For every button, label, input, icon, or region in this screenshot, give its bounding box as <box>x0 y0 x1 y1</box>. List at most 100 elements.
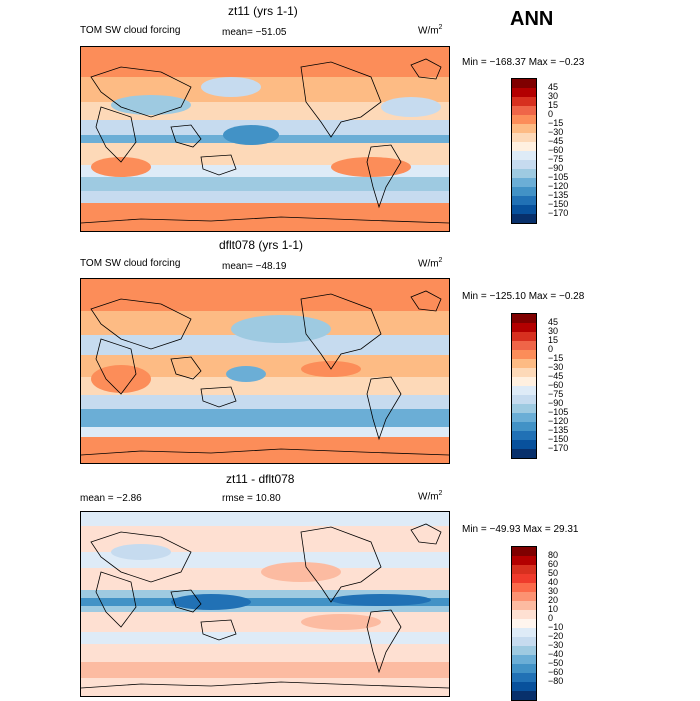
colorbar-tick-label: −80 <box>548 676 564 686</box>
colorbar-tick-label: −75 <box>548 389 564 399</box>
colorbar-swatch <box>512 124 536 133</box>
colorbar-tick-label: −75 <box>548 154 564 164</box>
colorbar-swatch <box>512 368 536 377</box>
colorbar-tick-label: −15 <box>548 353 564 363</box>
colorbar-swatch <box>512 547 536 556</box>
panel-1-units: W/m2 <box>418 24 443 37</box>
colorbar-swatch <box>512 332 536 341</box>
colorbar-tick-label: 60 <box>548 559 559 569</box>
colorbar-tick-label: 15 <box>548 335 559 345</box>
panel-3-map <box>80 511 450 697</box>
colorbar-swatch <box>512 583 536 592</box>
panel-2-mean: mean= −48.19 <box>222 261 287 272</box>
colorbar-swatch <box>512 646 536 655</box>
colorbar-swatch <box>512 350 536 359</box>
panel-1-mean: mean= −51.05 <box>222 27 287 38</box>
panel-1-title: zt11 (yrs 1-1) <box>228 4 298 18</box>
colorbar-tick-label: −30 <box>548 127 564 137</box>
colorbar-swatch <box>512 79 536 88</box>
colorbar-tick-label: −105 <box>548 407 569 417</box>
colorbar-swatch <box>512 314 536 323</box>
panel-2-colorbar: 45 30 15 0 −15 −30 −45 −60 −75 −90 −105 −120 −135 −15… <box>511 313 568 459</box>
colorbar-swatch <box>512 655 536 664</box>
panel-2-title: dflt078 (yrs 1-1) <box>219 238 304 252</box>
colorbar-tick-label: 30 <box>548 91 559 101</box>
colorbar-tick-label: −60 <box>548 667 564 677</box>
colorbar-swatch <box>512 422 536 431</box>
colorbar-swatch <box>512 115 536 124</box>
colorbar-swatch <box>512 619 536 628</box>
colorbar-tick-label: −90 <box>548 398 564 408</box>
colorbar-tick-label: −10 <box>548 622 564 632</box>
panel-1-map <box>80 46 450 232</box>
colorbar-swatch <box>512 187 536 196</box>
colorbar-swatch <box>512 377 536 386</box>
colorbar-tick-label: 40 <box>548 577 559 587</box>
colorbar-swatch <box>512 133 536 142</box>
colorbar-tick-label: −30 <box>548 640 564 650</box>
panel-3-title: zt11 - dflt078 <box>226 472 295 486</box>
colorbar-tick-label: 30 <box>548 326 559 336</box>
colorbar-tick-label: 45 <box>548 82 559 92</box>
colorbar-tick-label: −120 <box>548 416 569 426</box>
colorbar-swatch <box>512 151 536 160</box>
colorbar-swatch <box>512 610 536 619</box>
colorbar-swatch <box>512 395 536 404</box>
colorbar-swatch <box>512 413 536 422</box>
colorbar-swatch <box>512 196 536 205</box>
colorbar-swatch <box>512 664 536 673</box>
panel-1-minmax: Min = −168.37 Max = −0.23 <box>462 57 585 68</box>
colorbar-tick-label: 45 <box>548 317 559 327</box>
colorbar-tick-label: 15 <box>548 100 559 110</box>
colorbar-tick-label: −135 <box>548 425 569 435</box>
season-label: ANN <box>510 8 554 30</box>
colorbar-swatch <box>512 440 536 449</box>
colorbar-tick-label: −60 <box>548 145 564 155</box>
colorbar-swatch <box>512 431 536 440</box>
colorbar-swatch <box>512 449 536 458</box>
panel-2-variable: TOM SW cloud forcing <box>80 258 181 269</box>
panel-1-variable: TOM SW cloud forcing <box>80 25 181 36</box>
panel-3-colorbar: 80 60 50 40 30 20 10 0 −10 −20 −30 −40 −50 −60 −80 <box>511 546 563 701</box>
colorbar-tick-label: −90 <box>548 163 564 173</box>
colorbar-tick-label: −50 <box>548 658 564 668</box>
colorbar-tick-label: 30 <box>548 586 559 596</box>
colorbar-tick-label: −105 <box>548 172 569 182</box>
colorbar-swatch <box>512 359 536 368</box>
colorbar-tick-label: 50 <box>548 568 559 578</box>
colorbar-swatch <box>512 106 536 115</box>
colorbar-swatch <box>512 142 536 151</box>
colorbar-tick-label: −170 <box>548 443 569 453</box>
colorbar-tick-label: −30 <box>548 362 564 372</box>
colorbar-swatch <box>512 341 536 350</box>
colorbar-swatch <box>512 637 536 646</box>
colorbar-tick-label: 10 <box>548 604 559 614</box>
colorbar-swatch <box>512 323 536 332</box>
colorbar-tick-label: −170 <box>548 208 569 218</box>
colorbar-swatch <box>512 628 536 637</box>
colorbar-tick-label: −150 <box>548 199 569 209</box>
colorbar-tick-label: −120 <box>548 181 569 191</box>
panel-2-units: W/m2 <box>418 257 443 270</box>
colorbar-swatch <box>512 214 536 223</box>
colorbar-swatch <box>512 565 536 574</box>
colorbar-tick-label: −45 <box>548 136 564 146</box>
panel-3-mean: mean = −2.86 <box>80 493 142 504</box>
colorbar-tick-label: −45 <box>548 371 564 381</box>
colorbar-swatch <box>512 673 536 682</box>
colorbar-swatch <box>512 205 536 214</box>
colorbar-swatch <box>512 574 536 583</box>
colorbar-tick-label: −60 <box>548 380 564 390</box>
colorbar-tick-label: −135 <box>548 190 569 200</box>
colorbar-swatch <box>512 592 536 601</box>
colorbar-swatch <box>512 691 536 700</box>
colorbar-tick-label: −150 <box>548 434 569 444</box>
colorbar-swatch <box>512 682 536 691</box>
colorbar-swatch <box>512 178 536 187</box>
colorbar-swatch <box>512 601 536 610</box>
colorbar-tick-label: 80 <box>548 550 559 560</box>
colorbar-tick-label: 0 <box>548 613 554 623</box>
panel-3-minmax: Min = −49.93 Max = 29.31 <box>462 524 579 535</box>
colorbar-tick-label: −40 <box>548 649 564 659</box>
colorbar-tick-label: 0 <box>548 344 554 354</box>
